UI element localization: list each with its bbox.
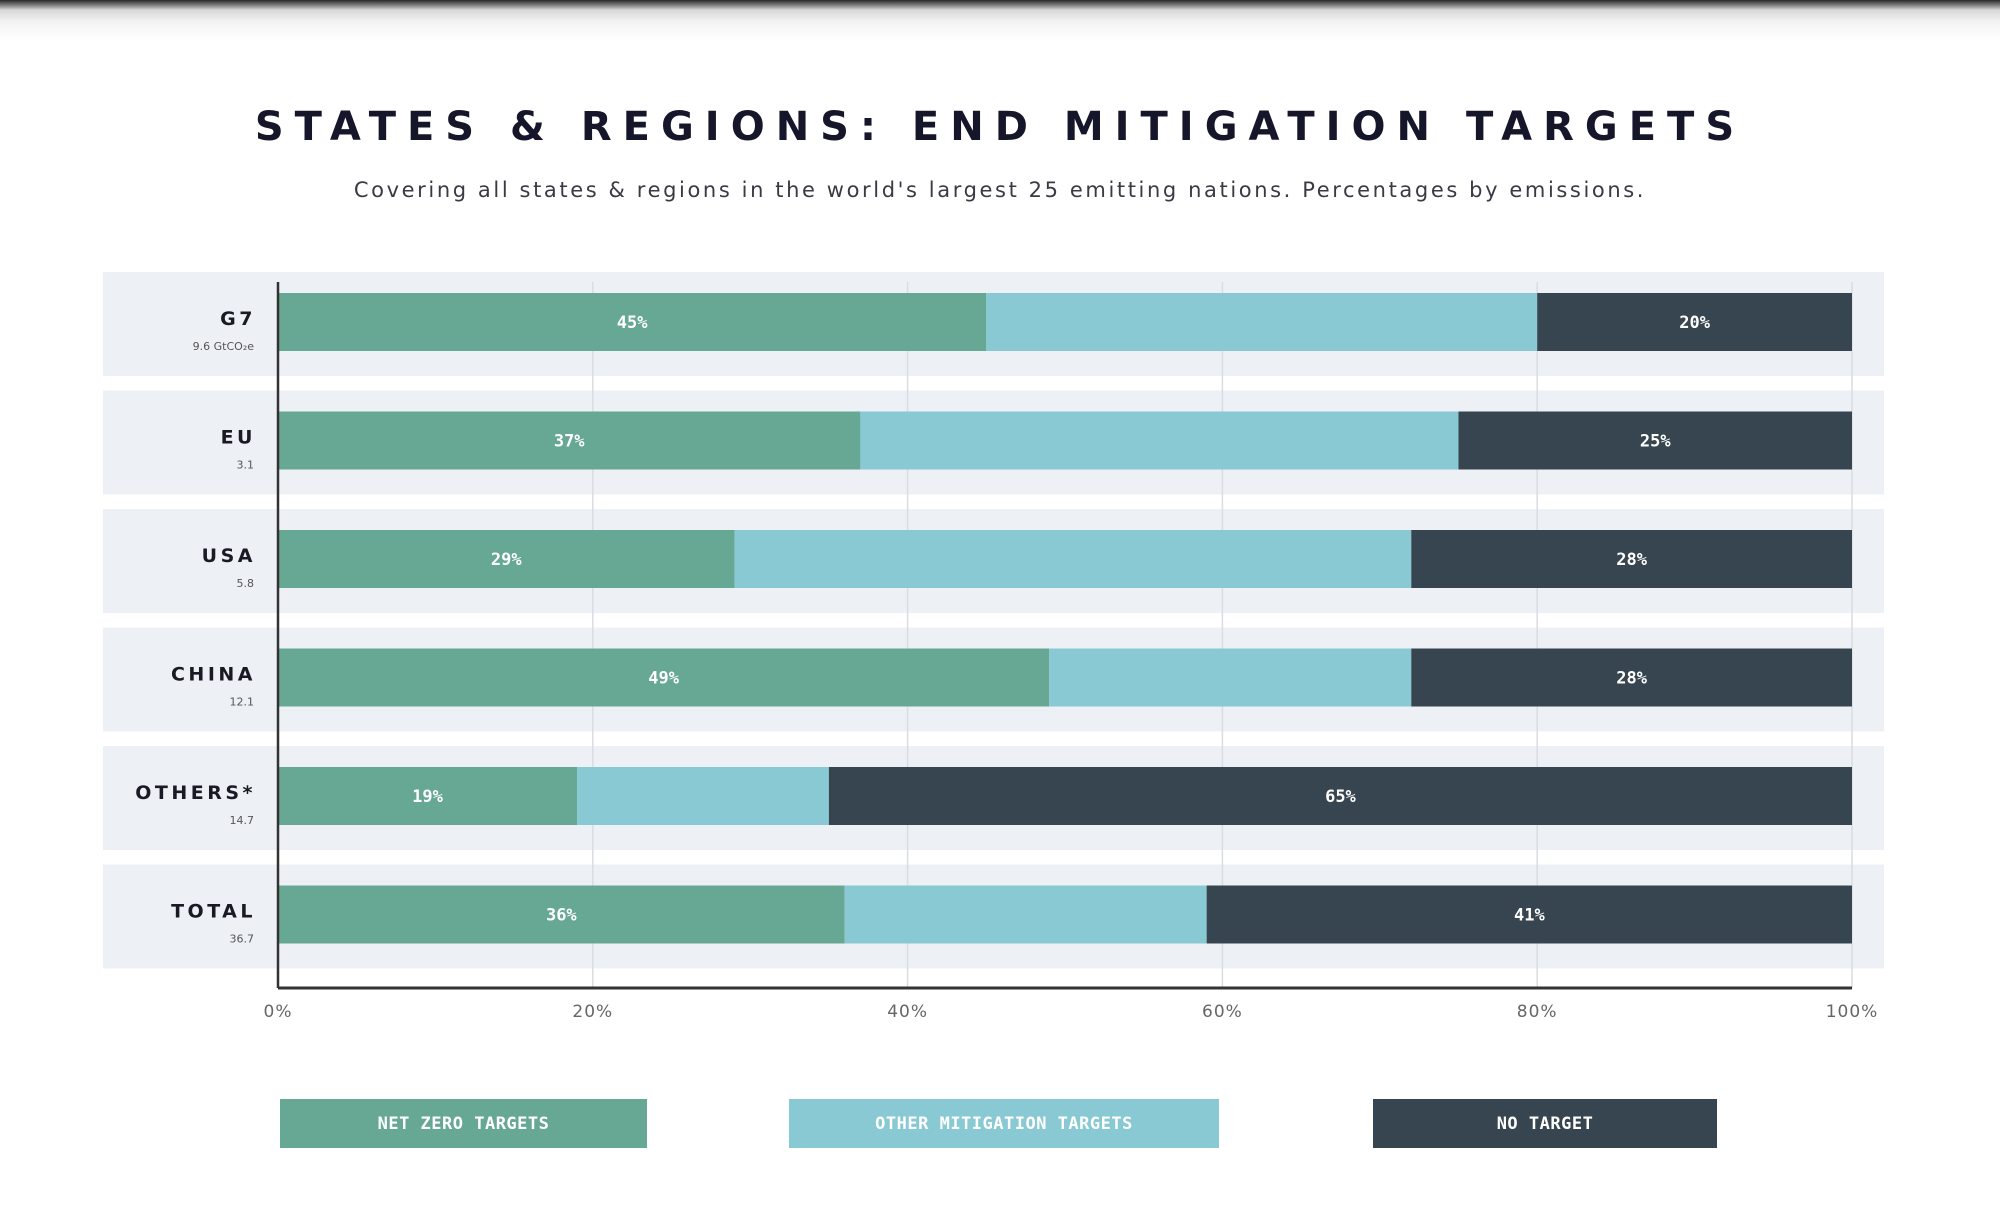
- category-sublabel: 12.1: [230, 696, 255, 709]
- bar-segment-no_target: [1411, 530, 1852, 588]
- category-sublabel: 5.8: [237, 577, 255, 590]
- data-label: 37%: [554, 432, 585, 452]
- x-tick-label: 100%: [1826, 1002, 1879, 1022]
- category-sublabel: 3.1: [237, 459, 255, 472]
- bar-segment-net_zero: [278, 885, 845, 944]
- bar-segment-net_zero: [278, 530, 735, 588]
- data-label: 36%: [546, 906, 577, 926]
- legend-net-zero: NET ZERO TARGETS: [280, 1099, 647, 1148]
- bar-segment-no_target: [828, 767, 1852, 825]
- data-label: 49%: [648, 669, 679, 689]
- data-label: 25%: [1640, 432, 1671, 452]
- data-label: 45%: [617, 313, 648, 333]
- bar-segment-other_mitigation: [986, 293, 1538, 351]
- bar-segment-other_mitigation: [1049, 648, 1412, 707]
- x-tick-label: 20%: [572, 1002, 613, 1022]
- legend-no-target: NO TARGET: [1373, 1099, 1717, 1148]
- legend-other-mitigation: OTHER MITIGATION TARGETS: [789, 1099, 1219, 1148]
- bar-segment-net_zero: [278, 411, 861, 470]
- legend-net-zero-label: NET ZERO TARGETS: [377, 1113, 550, 1134]
- bar-segment-other_mitigation: [860, 411, 1459, 470]
- top-edge-shadow: [0, 0, 2000, 40]
- chart-title: STATES & REGIONS: END MITIGATION TARGETS: [254, 104, 1746, 150]
- data-label: 28%: [1616, 550, 1647, 570]
- data-label: 41%: [1514, 906, 1545, 926]
- bar-segment-other_mitigation: [844, 885, 1207, 944]
- bar-segment-net_zero: [278, 293, 987, 351]
- bar-segment-no_target: [1411, 648, 1852, 707]
- data-label: 65%: [1325, 787, 1356, 807]
- data-label: 20%: [1679, 313, 1710, 333]
- chart-subtitle: Covering all states & regions in the wor…: [353, 178, 1647, 202]
- category-label: USA: [202, 545, 256, 567]
- bar-segment-no_target: [1537, 293, 1852, 351]
- legend-no-target-label: NO TARGET: [1496, 1113, 1594, 1134]
- x-tick-label: 80%: [1517, 1002, 1558, 1022]
- bar-segment-no_target: [1458, 411, 1852, 470]
- category-label: TOTAL: [171, 901, 256, 923]
- bar-segment-net_zero: [278, 767, 578, 825]
- category-label: CHINA: [171, 664, 256, 686]
- category-sublabel: 9.6 GtCO₂e: [193, 340, 255, 353]
- data-label: 19%: [412, 787, 443, 807]
- legend-other-mitigation-label: OTHER MITIGATION TARGETS: [875, 1113, 1133, 1134]
- bar-segment-net_zero: [278, 648, 1050, 707]
- data-label: 29%: [491, 550, 522, 570]
- category-label: G7: [220, 308, 256, 330]
- x-tick-label: 60%: [1202, 1002, 1243, 1022]
- category-label: EU: [221, 427, 256, 449]
- bar-segment-other_mitigation: [577, 767, 829, 825]
- x-tick-label: 40%: [887, 1002, 928, 1022]
- bar-segment-other_mitigation: [734, 530, 1412, 588]
- x-tick-label: 0%: [264, 1002, 293, 1022]
- bar-segment-no_target: [1206, 885, 1852, 944]
- category-sublabel: 36.7: [230, 933, 255, 946]
- category-sublabel: 14.7: [230, 814, 255, 827]
- category-label: OTHERS*: [135, 782, 256, 804]
- data-label: 28%: [1616, 669, 1647, 689]
